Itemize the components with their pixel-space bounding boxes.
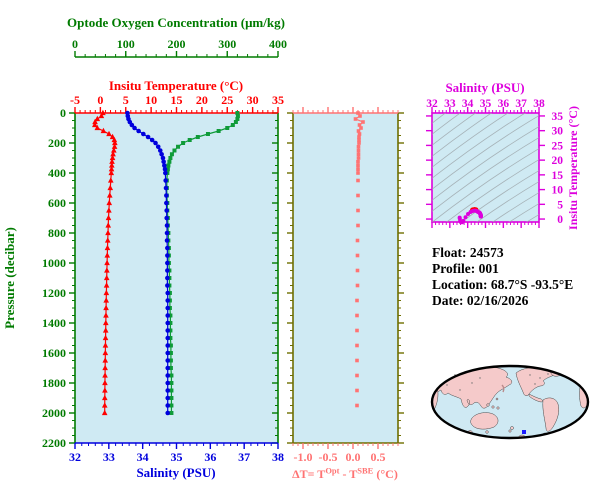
tick-label: 400 [269, 37, 287, 51]
salinity-axis: 32 33 34 35 36 37 38 [69, 442, 284, 464]
profile-plot-background [75, 113, 278, 443]
tick-label: -1.0 [294, 450, 313, 464]
temperature-axis: -5 0 5 10 15 20 25 30 35 [70, 93, 284, 114]
salinity-axis-title: Salinity (PSU) [136, 465, 215, 480]
tick-label: 36 [204, 450, 216, 464]
tick-label: 1000 [42, 256, 66, 270]
delta-t-curve [353, 111, 365, 408]
pressure-axis-title: Pressure (decibar) [2, 227, 17, 329]
tick-label: 1600 [42, 346, 66, 360]
tick-label: 34 [137, 450, 149, 464]
tick-label: 600 [48, 196, 66, 210]
tick-label: 35 [171, 450, 183, 464]
tick-label: 25 [221, 93, 233, 107]
float-position-marker [522, 430, 526, 434]
world-map [430, 364, 590, 440]
ts-plot-background [432, 113, 539, 222]
tick-label: 15 [171, 93, 183, 107]
tick-label: 200 [48, 136, 66, 150]
tick-label: 20 [196, 93, 208, 107]
tick-label: 30 [552, 126, 564, 138]
ts-scatter [457, 207, 483, 225]
map-outline [430, 364, 590, 440]
ts-temperature-title: Insitu Temperature (°C) [566, 106, 580, 230]
delta-t-axis-title: ΔT= TOpt - TSBE (°C) [292, 466, 398, 482]
tick-label: 0.5 [371, 450, 386, 464]
tick-label: 37 [238, 450, 250, 464]
tick-label: 2200 [42, 436, 66, 450]
tick-label: 32 [426, 98, 438, 110]
ts-salinity-title: Salinity (PSU) [445, 80, 524, 95]
tick-label: 36 [498, 98, 510, 110]
tick-label: 200 [168, 37, 186, 51]
tick-label: 2000 [42, 406, 66, 420]
landmass-japan [501, 384, 505, 393]
tick-label: 25 [552, 140, 564, 152]
landmass-central-america [528, 393, 543, 403]
right-border-axis [272, 112, 279, 444]
landmass-indonesia [486, 403, 490, 407]
pressure-axis: 0 200 400 600 800 1000 1200 1400 1600 1800 2000 220… [42, 106, 76, 450]
salinity-curve [125, 110, 171, 416]
tick-label: 400 [48, 166, 66, 180]
delta-t-axes: -1.0 -0.5 0.0 0.5 [287, 107, 404, 464]
isopycnal-contours [432, 113, 539, 222]
landmass-australia [470, 412, 499, 430]
ts-axes: 32 33 34 35 36 37 38 0 5 10 15 20 25 30 35 [426, 98, 563, 228]
info-profile: Profile: 001 [432, 261, 499, 276]
tick-label: 37 [515, 98, 527, 110]
tick-label: 35 [480, 98, 492, 110]
landmass-philippines [495, 397, 499, 401]
tick-label: 800 [48, 226, 66, 240]
tick-label: 15 [552, 170, 564, 182]
tick-label: -0.5 [319, 450, 338, 464]
tick-label: -5 [70, 93, 80, 107]
tick-label: 38 [533, 98, 545, 110]
info-date: Date: 02/16/2026 [432, 293, 529, 308]
tick-label: 38 [272, 450, 284, 464]
info-location: Location: 68.7°S -93.5°E [432, 277, 573, 292]
landmass-indonesia [491, 405, 495, 409]
tick-label: 0.0 [346, 450, 361, 464]
landmass-tasmania [485, 430, 489, 434]
tick-label: 1200 [42, 286, 66, 300]
tick-label: 10 [145, 93, 157, 107]
tick-label: 0 [97, 93, 103, 107]
landmass-south-america [542, 397, 560, 432]
tick-label: 35 [552, 111, 564, 123]
tick-label: 10 [552, 185, 564, 197]
tick-label: 32 [69, 450, 81, 464]
tick-label: 5 [557, 199, 563, 211]
tick-label: 0 [60, 106, 66, 120]
tick-label: 1400 [42, 316, 66, 330]
landmass-new-zealand [510, 426, 514, 430]
data-curves-layer [91, 109, 483, 416]
tick-label: 35 [272, 93, 284, 107]
tick-label: 0 [557, 214, 563, 226]
tick-label: 33 [103, 450, 115, 464]
landmass-indonesia [496, 406, 500, 410]
float-info-block: Float: 24573 Profile: 001 Location: 68.7… [432, 245, 573, 308]
tick-label: 1800 [42, 376, 66, 390]
landmass-new-zealand-south [508, 429, 512, 433]
delta-t-plot-background [293, 113, 398, 443]
temperature-axis-title: Insitu Temperature (°C) [109, 78, 243, 93]
temperature-curve [91, 109, 118, 416]
oxygen-axis: 0 100 200 300 400 [72, 37, 287, 58]
landmass-antarctica [517, 434, 527, 438]
tick-label: 0 [72, 37, 78, 51]
tick-label: 5 [123, 93, 129, 107]
tick-label: 300 [218, 37, 236, 51]
tick-label: 20 [552, 155, 564, 167]
tick-label: 100 [117, 37, 135, 51]
axes-layer: 0200400600800100012001400160018002000220… [42, 37, 563, 464]
tick-label: 30 [247, 93, 259, 107]
tick-label: 33 [444, 98, 456, 110]
oxygen-axis-title: Optode Oxygen Concentration (μm/kg) [67, 15, 285, 30]
info-float: Float: 24573 [432, 245, 504, 260]
tick-label: 34 [462, 98, 474, 110]
